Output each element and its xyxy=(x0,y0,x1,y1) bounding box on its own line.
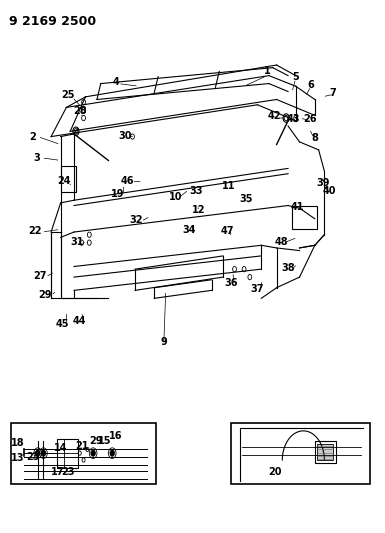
FancyBboxPatch shape xyxy=(11,423,156,484)
Text: 46: 46 xyxy=(121,175,134,185)
Bar xyxy=(57,439,78,468)
Text: 28: 28 xyxy=(73,106,87,116)
Text: 25: 25 xyxy=(62,90,75,100)
Circle shape xyxy=(110,450,114,456)
Text: 10: 10 xyxy=(169,191,182,201)
Text: 34: 34 xyxy=(182,225,196,236)
Text: 26: 26 xyxy=(303,114,317,124)
Text: 18: 18 xyxy=(11,438,24,448)
Text: 45: 45 xyxy=(56,319,69,329)
Text: 40: 40 xyxy=(323,185,336,196)
Text: 22: 22 xyxy=(28,226,42,236)
Text: 16: 16 xyxy=(109,431,123,441)
Text: 19: 19 xyxy=(111,189,125,199)
Text: 17: 17 xyxy=(51,467,65,477)
Text: 11: 11 xyxy=(222,181,236,191)
Text: 47: 47 xyxy=(221,226,234,236)
Text: 2: 2 xyxy=(30,132,37,142)
Text: 31: 31 xyxy=(70,237,84,247)
Text: 24: 24 xyxy=(57,175,70,185)
Bar xyxy=(292,206,317,229)
Text: 23: 23 xyxy=(26,453,40,463)
Text: 3: 3 xyxy=(33,153,40,163)
Text: 8: 8 xyxy=(311,133,318,143)
Text: 42: 42 xyxy=(268,111,281,122)
Text: 38: 38 xyxy=(281,263,295,273)
Text: 21: 21 xyxy=(75,441,89,451)
Text: 27: 27 xyxy=(33,271,46,281)
Text: 4: 4 xyxy=(113,77,119,87)
Text: 44: 44 xyxy=(73,316,87,326)
Text: 9: 9 xyxy=(161,337,167,347)
Text: 37: 37 xyxy=(250,284,263,294)
Bar xyxy=(60,166,76,192)
Text: 14: 14 xyxy=(54,443,67,453)
FancyBboxPatch shape xyxy=(231,423,370,484)
Text: 29: 29 xyxy=(89,437,102,447)
Text: 33: 33 xyxy=(189,186,203,196)
Circle shape xyxy=(35,450,40,456)
Bar xyxy=(317,444,333,460)
Text: 1: 1 xyxy=(264,67,270,76)
Text: 9 2169 2500: 9 2169 2500 xyxy=(9,14,96,28)
Bar xyxy=(315,441,336,463)
Text: 29: 29 xyxy=(38,289,52,300)
Text: 41: 41 xyxy=(291,201,305,212)
Text: 7: 7 xyxy=(330,87,336,98)
Text: 35: 35 xyxy=(239,194,253,204)
Text: 36: 36 xyxy=(224,278,238,288)
Text: 30: 30 xyxy=(119,131,132,141)
Text: 48: 48 xyxy=(275,237,288,247)
Text: 5: 5 xyxy=(292,71,299,82)
Circle shape xyxy=(91,450,95,456)
Text: 6: 6 xyxy=(308,79,315,90)
Text: 23: 23 xyxy=(61,467,74,477)
Text: 20: 20 xyxy=(268,467,281,477)
Circle shape xyxy=(41,450,46,456)
Text: 15: 15 xyxy=(98,437,111,447)
Text: 13: 13 xyxy=(11,454,25,463)
Text: 32: 32 xyxy=(130,215,143,225)
Text: 39: 39 xyxy=(317,177,330,188)
Text: 12: 12 xyxy=(191,205,205,215)
Text: 43: 43 xyxy=(286,114,300,124)
